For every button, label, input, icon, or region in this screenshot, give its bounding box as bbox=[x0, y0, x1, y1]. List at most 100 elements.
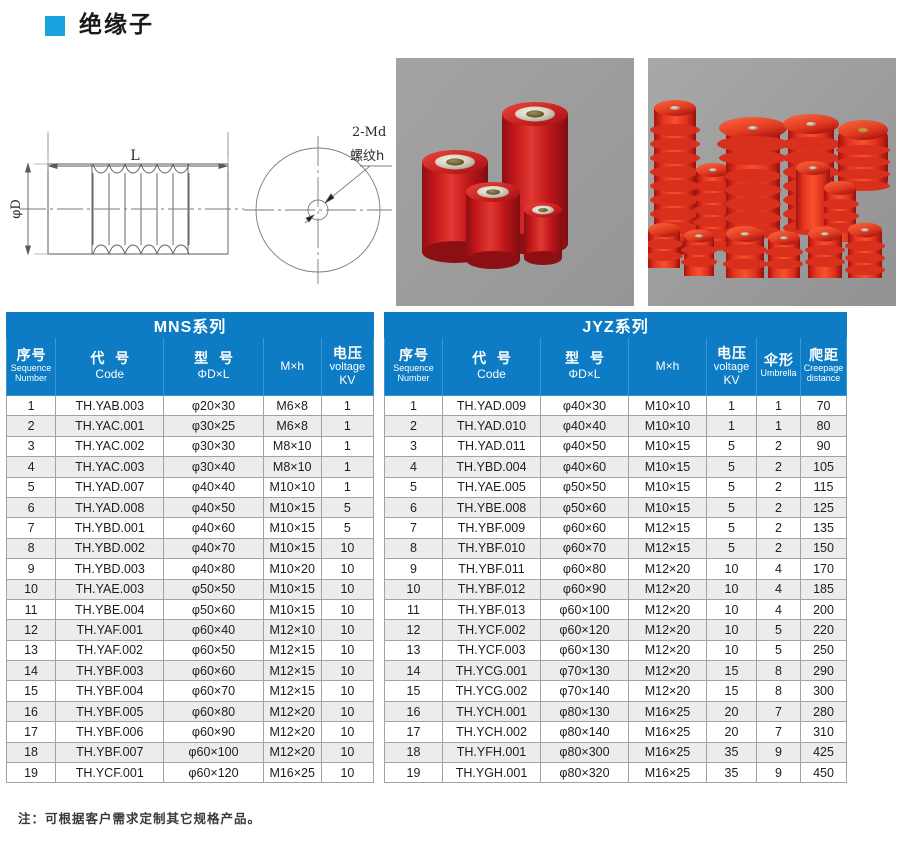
table-row: 3 TH.YAC.002 φ30×30 M8×10 1 bbox=[5, 435, 375, 458]
table-row: 11 TH.YBE.004 φ50×60 M10×15 10 bbox=[5, 598, 375, 621]
jyz-cell: 5 bbox=[706, 496, 757, 519]
mns-cell: M10×15 bbox=[262, 496, 322, 519]
jyz-cell: 16 bbox=[384, 700, 443, 723]
jyz-cell: TH.YFH.001 bbox=[442, 741, 541, 764]
mns-cell: 10 bbox=[320, 639, 375, 662]
jyz-cell: M12×15 bbox=[628, 537, 707, 560]
mns-cell: 1 bbox=[320, 394, 375, 417]
jyz-cell: 310 bbox=[799, 721, 848, 743]
mns-cell: 1 bbox=[320, 456, 375, 478]
table-row: 12 TH.YAF.001 φ60×40 M12×10 10 bbox=[5, 619, 375, 641]
mns-cell: φ60×90 bbox=[163, 721, 264, 743]
jyz-cell: 2 bbox=[384, 415, 443, 437]
jyz-cell: 10 bbox=[706, 619, 757, 641]
mns-cell: 10 bbox=[320, 578, 375, 600]
mns-cell: TH.YBF.004 bbox=[55, 680, 165, 702]
mns-cell: 10 bbox=[5, 578, 57, 600]
mns-cell: TH.YAF.002 bbox=[55, 639, 165, 662]
jyz-cell: TH.YAE.005 bbox=[442, 476, 541, 498]
jyz-cell: 4 bbox=[756, 558, 801, 580]
jyz-cell: 300 bbox=[799, 680, 848, 702]
table-row: 2 TH.YAC.001 φ30×25 M6×8 1 bbox=[5, 415, 375, 437]
mns-cell: φ50×60 bbox=[163, 598, 264, 621]
jyz-cell: M10×10 bbox=[628, 415, 707, 437]
mns-cell: 10 bbox=[320, 660, 375, 682]
product-photo-cylindrical-insulators bbox=[396, 58, 634, 306]
jyz-cell: 170 bbox=[799, 558, 848, 580]
jyz-series-title: JYZ系列 bbox=[383, 312, 848, 338]
jyz-series-table: JYZ系列 序号 Sequence Number 代 号 Code 型 号 ΦD… bbox=[383, 312, 848, 784]
mns-cell: φ30×30 bbox=[163, 435, 264, 458]
jyz-cell: φ80×320 bbox=[540, 762, 629, 784]
mns-table-body: 1 TH.YAB.003 φ20×30 M6×8 1 2 TH.YAC.001 φ30×25 M… bbox=[5, 394, 375, 784]
footer-note: 注：可根据客户需求定制其它规格产品。 bbox=[18, 811, 262, 826]
jyz-cell: M12×20 bbox=[628, 619, 707, 641]
jyz-cell: 2 bbox=[756, 496, 801, 519]
jyz-cell: 10 bbox=[706, 598, 757, 621]
jyz-cell: 3 bbox=[384, 435, 443, 458]
mns-cell: φ30×40 bbox=[163, 456, 264, 478]
mns-cell: φ60×80 bbox=[163, 700, 264, 723]
table-row: 10 TH.YAE.003 φ50×50 M10×15 10 bbox=[5, 578, 375, 600]
mns-cell: 3 bbox=[5, 435, 57, 458]
mns-cell: M10×15 bbox=[262, 537, 322, 560]
jyz-cell: 105 bbox=[799, 456, 848, 478]
mns-cell: TH.YCF.001 bbox=[55, 762, 165, 784]
jyz-cell: 9 bbox=[756, 741, 801, 764]
jyz-cell: TH.YBF.010 bbox=[442, 537, 541, 560]
mns-cell: M10×10 bbox=[262, 476, 322, 498]
jyz-cell: 10 bbox=[706, 558, 757, 580]
mns-cell: 18 bbox=[5, 741, 57, 764]
jyz-cell: 250 bbox=[799, 639, 848, 662]
jyz-cell: 450 bbox=[799, 762, 848, 784]
jyz-col-voltage: 电压 voltage KV bbox=[706, 337, 757, 396]
jyz-cell: 7 bbox=[756, 721, 801, 743]
table-row: 1 TH.YAB.003 φ20×30 M6×8 1 bbox=[5, 394, 375, 417]
jyz-cell: TH.YAD.010 bbox=[442, 415, 541, 437]
jyz-cell: 20 bbox=[706, 721, 757, 743]
table-row: 2 TH.YAD.010 φ40×40 M10×10 1 1 80 bbox=[384, 415, 848, 437]
jyz-cell: 10 bbox=[706, 578, 757, 600]
jyz-cell: 2 bbox=[756, 537, 801, 560]
jyz-cell: 5 bbox=[756, 619, 801, 641]
jyz-cell: M10×15 bbox=[628, 476, 707, 498]
jyz-cell: M16×25 bbox=[628, 741, 707, 764]
mns-cell: M12×20 bbox=[262, 741, 322, 764]
jyz-cell: φ80×130 bbox=[540, 700, 629, 723]
jyz-cell: 13 bbox=[384, 639, 443, 662]
jyz-cell: 2 bbox=[756, 435, 801, 458]
jyz-cell: TH.YCG.002 bbox=[442, 680, 541, 702]
table-row: 7 TH.YBF.009 φ60×60 M12×15 5 2 135 bbox=[384, 517, 848, 539]
jyz-col-code: 代 号 Code bbox=[442, 337, 541, 396]
jyz-col-model: 型 号 ΦD×L bbox=[540, 337, 629, 396]
product-photo-ribbed-insulator-group bbox=[648, 58, 896, 306]
jyz-cell: 135 bbox=[799, 517, 848, 539]
drawing-thread-label-1: 2-Md bbox=[352, 125, 386, 140]
jyz-cell: 12 bbox=[384, 619, 443, 641]
mns-cell: TH.YBF.003 bbox=[55, 660, 165, 682]
mns-cell: M10×15 bbox=[262, 598, 322, 621]
page-title-text: 绝缘子 bbox=[79, 12, 154, 38]
table-row: 17 TH.YBF.006 φ60×90 M12×20 10 bbox=[5, 721, 375, 743]
mns-cell: TH.YAC.002 bbox=[55, 435, 165, 458]
jyz-cell: M16×25 bbox=[628, 700, 707, 723]
jyz-cell: φ40×30 bbox=[540, 394, 629, 417]
mns-cell: 10 bbox=[320, 721, 375, 743]
mns-cell: φ20×30 bbox=[163, 394, 264, 417]
jyz-cell: φ80×140 bbox=[540, 721, 629, 743]
jyz-table-body: 1 TH.YAD.009 φ40×30 M10×10 1 1 70 2 TH.YAD.010 φ4… bbox=[384, 394, 848, 784]
mns-cell: 4 bbox=[5, 456, 57, 478]
jyz-cell: φ60×90 bbox=[540, 578, 629, 600]
jyz-cell: φ60×80 bbox=[540, 558, 629, 580]
mns-cell: M16×25 bbox=[262, 762, 322, 784]
mns-cell: φ40×50 bbox=[163, 496, 264, 519]
mns-cell: 19 bbox=[5, 762, 57, 784]
mns-cell: 10 bbox=[320, 558, 375, 580]
jyz-cell: TH.YCG.001 bbox=[442, 660, 541, 682]
table-row: 14 TH.YBF.003 φ60×60 M12×15 10 bbox=[5, 660, 375, 682]
mns-cell: M6×8 bbox=[262, 394, 322, 417]
jyz-cell: 8 bbox=[756, 660, 801, 682]
page-title: 绝缘子 bbox=[45, 14, 154, 37]
table-row: 15 TH.YCG.002 φ70×140 M12×20 15 8 300 bbox=[384, 680, 848, 702]
mns-cell: M10×15 bbox=[262, 517, 322, 539]
